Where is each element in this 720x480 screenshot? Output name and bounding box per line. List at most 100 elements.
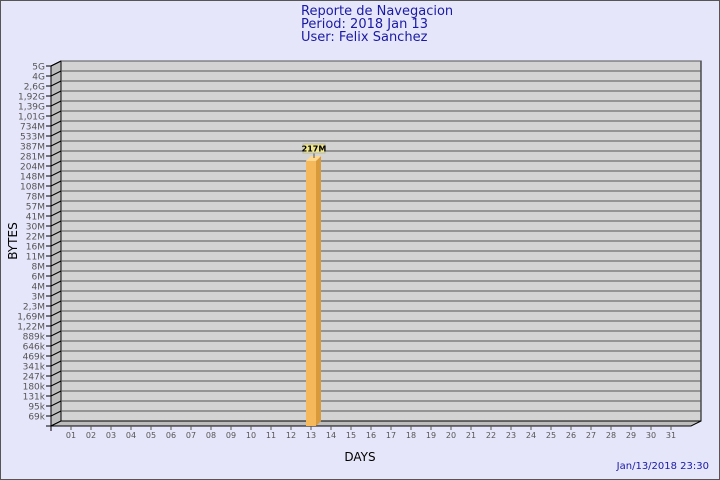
bar-side xyxy=(316,156,321,426)
y-tick-label: 78M xyxy=(26,193,45,203)
x-tick-label: 15 xyxy=(346,431,356,440)
y-tick-label: 247k xyxy=(23,373,46,383)
x-tick-label: 02 xyxy=(86,431,96,440)
grid-diagonal xyxy=(50,110,62,117)
grid-diagonal xyxy=(50,280,62,287)
x-tick-label: 31 xyxy=(666,431,676,440)
grid-diagonal xyxy=(50,260,62,267)
y-tick-label: 387M xyxy=(20,143,45,153)
grid-diagonal xyxy=(50,270,62,277)
floor xyxy=(50,420,702,427)
y-tick-label: 148M xyxy=(20,173,45,183)
x-tick-label: 06 xyxy=(166,431,176,440)
x-tick-label: 17 xyxy=(386,431,396,440)
y-tick-label: 69k xyxy=(28,413,45,423)
data-label-box xyxy=(302,143,326,154)
grid-diagonal xyxy=(50,150,62,157)
bar-front xyxy=(306,161,316,426)
x-tick-label: 27 xyxy=(586,431,596,440)
y-tick-label: 204M xyxy=(20,163,45,173)
x-tick-label: 10 xyxy=(246,431,256,440)
grid-diagonal xyxy=(50,200,62,207)
chart-period: Period: 2018 Jan 13 xyxy=(301,17,428,32)
grid-diagonal xyxy=(50,160,62,167)
y-tick-label: 131k xyxy=(23,393,46,403)
y-tick-label: 469k xyxy=(23,353,46,363)
x-tick-label: 01 xyxy=(66,431,76,440)
grid-diagonal xyxy=(50,170,62,177)
y-tick-label: 533M xyxy=(20,133,45,143)
grid-diagonal xyxy=(50,310,62,317)
grid-diagonal xyxy=(50,90,62,97)
grid-diagonal xyxy=(50,220,62,227)
grid-diagonal xyxy=(50,380,62,387)
y-tick-label: 180k xyxy=(23,383,46,393)
x-tick-label: 09 xyxy=(226,431,236,440)
grid-diagonal xyxy=(50,190,62,197)
grid-diagonal xyxy=(50,410,62,417)
grid-diagonal xyxy=(50,120,62,127)
grid-diagonal xyxy=(50,180,62,187)
grid-diagonal xyxy=(50,240,62,247)
y-tick-label: 1,01G xyxy=(18,113,45,123)
y-tick-label: 11M xyxy=(26,253,45,263)
bar-top xyxy=(306,156,321,161)
y-tick-label: 30M xyxy=(26,223,45,233)
y-tick-label: 1,22M xyxy=(17,323,45,333)
y-tick-label: 22M xyxy=(26,233,45,243)
grid-diagonal xyxy=(50,390,62,397)
y-tick-label: 2,3M xyxy=(23,303,45,313)
x-tick-label: 25 xyxy=(546,431,556,440)
y-tick-label: 57M xyxy=(26,203,45,213)
grid-diagonal xyxy=(50,100,62,107)
y-tick-label: 8M xyxy=(32,263,46,273)
y-tick-label: 341k xyxy=(23,363,46,373)
x-tick-label: 20 xyxy=(446,431,456,440)
x-tick-label: 21 xyxy=(466,431,476,440)
y-tick-label: 4G xyxy=(32,73,45,83)
y-tick-label: 281M xyxy=(20,153,45,163)
x-tick-label: 16 xyxy=(366,431,376,440)
y-tick-label: 3M xyxy=(32,293,46,303)
x-tick-label: 23 xyxy=(506,431,516,440)
grid-diagonal xyxy=(50,80,62,87)
y-axis-title: BYTES xyxy=(6,222,20,259)
x-tick-label: 19 xyxy=(426,431,436,440)
x-tick-label: 08 xyxy=(206,431,216,440)
y-tick-label: 2,6G xyxy=(24,83,45,93)
y-tick-label: 646k xyxy=(23,343,46,353)
x-tick-label: 11 xyxy=(266,431,276,440)
chart-user: User: Felix Sanchez xyxy=(301,30,428,45)
x-tick-label: 05 xyxy=(146,431,156,440)
grid-diagonal xyxy=(50,290,62,297)
grid-diagonal xyxy=(50,330,62,337)
data-label: 217M xyxy=(302,145,327,154)
grid-diagonal xyxy=(50,210,62,217)
grid-diagonal xyxy=(50,340,62,347)
y-tick-label: 1,92G xyxy=(18,93,45,103)
x-tick-label: 12 xyxy=(286,431,296,440)
x-tick-label: 26 xyxy=(566,431,576,440)
x-tick-label: 04 xyxy=(126,431,136,440)
x-tick-label: 22 xyxy=(486,431,496,440)
grid-diagonal xyxy=(50,130,62,137)
y-tick-label: 1,69M xyxy=(17,313,45,323)
y-tick-label: 108M xyxy=(20,183,45,193)
x-tick-label: 28 xyxy=(606,431,616,440)
timestamp: Jan/13/2018 23:30 xyxy=(616,461,709,472)
x-tick-label: 07 xyxy=(186,431,196,440)
y-tick-label: 6M xyxy=(32,273,46,283)
grid-diagonal xyxy=(50,230,62,237)
grid-diagonal xyxy=(50,140,62,147)
grid-diagonal xyxy=(50,350,62,357)
x-tick-label: 18 xyxy=(406,431,416,440)
grid-diagonal xyxy=(50,360,62,367)
y-tick-label: 5G xyxy=(32,63,45,73)
y-tick-label: 1,39G xyxy=(18,103,45,113)
y-tick-label: 95k xyxy=(28,403,45,413)
x-tick-label: 03 xyxy=(106,431,116,440)
x-tick-label: 29 xyxy=(626,431,636,440)
grid-diagonal xyxy=(50,70,62,77)
y-tick-label: 734M xyxy=(20,123,45,133)
grid-diagonal xyxy=(50,60,62,67)
